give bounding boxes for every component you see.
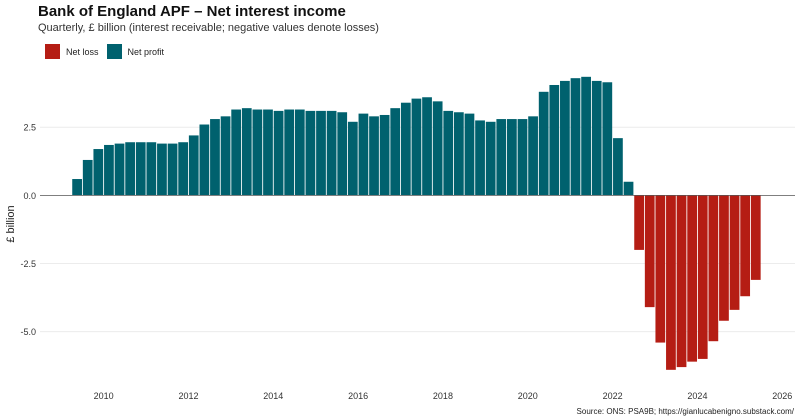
bar [220, 116, 231, 196]
bar [114, 143, 125, 196]
x-tick-label: 2022 [603, 391, 623, 401]
bar [623, 181, 634, 196]
bar [634, 195, 644, 250]
bar [581, 76, 591, 196]
bar [358, 113, 369, 196]
x-tick-label: 2010 [94, 391, 114, 401]
bar [697, 195, 708, 359]
y-tick-label: 2.5 [23, 123, 36, 133]
bar [443, 110, 454, 196]
bar [125, 142, 136, 196]
y-axis-title: £ billion [5, 205, 17, 242]
bar [273, 110, 284, 196]
bar [294, 109, 305, 196]
bar [252, 109, 263, 196]
bar [750, 195, 761, 280]
bar [602, 82, 613, 196]
bar [305, 110, 316, 196]
bar [570, 78, 581, 196]
bar [199, 124, 210, 196]
bar [464, 113, 475, 196]
bar [326, 110, 337, 196]
bar [231, 109, 242, 196]
y-tick-label: 0.0 [23, 191, 36, 201]
bar [729, 195, 740, 310]
bar [485, 121, 496, 196]
legend-label-net-loss: Net loss [66, 46, 99, 57]
bar [167, 143, 178, 196]
bar [146, 142, 157, 196]
bar [528, 116, 538, 196]
chart-title: Bank of England APF – Net interest incom… [38, 3, 346, 20]
y-tick-label: -5.0 [20, 327, 36, 337]
bar [676, 195, 687, 368]
bar [135, 142, 146, 196]
bar [560, 80, 570, 196]
x-tick-label: 2014 [263, 391, 283, 401]
bar [613, 138, 623, 196]
bar [411, 98, 422, 196]
bar [210, 119, 220, 196]
bar [188, 135, 199, 196]
legend-item-net-loss: Net loss [45, 44, 99, 59]
bar [538, 91, 549, 196]
legend: Net loss Net profit [45, 44, 172, 59]
bar [666, 195, 676, 370]
bar [549, 84, 560, 196]
x-tick-label: 2026 [772, 391, 792, 401]
bar [687, 195, 698, 362]
bar [400, 102, 411, 196]
x-tick-label: 2018 [433, 391, 453, 401]
bar [157, 143, 167, 196]
bar [316, 110, 326, 196]
legend-swatch-net-profit [106, 44, 122, 59]
bar [708, 195, 719, 342]
bar [655, 195, 666, 343]
bar [644, 195, 655, 308]
x-tick-label: 2024 [687, 391, 707, 401]
bar [82, 159, 93, 196]
legend-swatch-net-loss [45, 44, 60, 59]
bar [263, 109, 273, 196]
bar [453, 112, 464, 196]
x-tick-label: 2020 [518, 391, 538, 401]
bar [475, 120, 485, 196]
bar [390, 108, 401, 196]
y-tick-label: -2.5 [20, 259, 36, 269]
bar [496, 119, 507, 196]
bar [379, 114, 390, 196]
bar [506, 119, 517, 196]
bar [347, 121, 358, 196]
legend-item-net-profit: Net profit [106, 44, 165, 59]
bar [104, 144, 114, 196]
bar [740, 195, 751, 297]
bar [178, 142, 189, 196]
bar [719, 195, 729, 321]
source-note: Source: ONS: PSA9B; https://gianlucabeni… [576, 407, 794, 416]
legend-label-net-profit: Net profit [127, 46, 165, 57]
bar [422, 97, 432, 196]
chart-subtitle: Quarterly, £ billion (interest receivabl… [38, 22, 379, 34]
bar [369, 116, 379, 196]
bar [517, 119, 528, 196]
bar [93, 149, 104, 196]
bar [72, 179, 82, 196]
x-tick-label: 2012 [178, 391, 198, 401]
x-tick-label: 2016 [348, 391, 368, 401]
bar [241, 108, 252, 196]
bar [432, 101, 443, 196]
bar [591, 80, 602, 196]
bar [284, 109, 295, 196]
bar [337, 112, 348, 196]
